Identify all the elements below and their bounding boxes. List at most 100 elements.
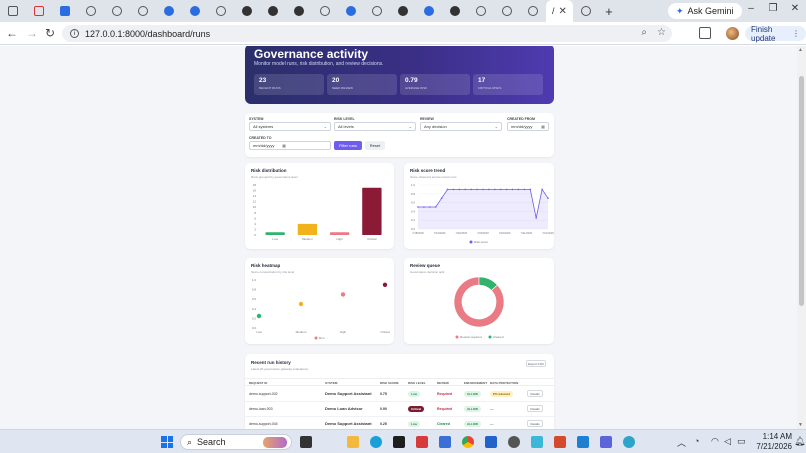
line-point — [423, 206, 425, 208]
finish-update-button[interactable]: Finish update ⋮ — [745, 25, 806, 43]
task-view-icon[interactable] — [300, 436, 312, 448]
app-icon-13[interactable] — [600, 436, 612, 448]
stat-recent-runs: 23 Recent runs — [254, 74, 324, 95]
app-icon-10[interactable] — [531, 436, 543, 448]
battery-icon[interactable]: ▭ — [737, 436, 746, 446]
review-select[interactable]: Any decision ⌄ — [420, 122, 502, 131]
tab-github-icon[interactable] — [390, 0, 416, 22]
shield-app-icon[interactable] — [416, 436, 428, 448]
tab-favicon-18[interactable] — [442, 0, 468, 22]
vscode-icon[interactable] — [577, 436, 589, 448]
system-select[interactable]: All systems ⌄ — [249, 122, 331, 131]
tab-favicon-5[interactable] — [104, 0, 130, 22]
windows-taskbar: ⌕ Search ︿ ◔ ◠ ◁ ▭ 1:14 AM 7/21/2026 🔔︎ — [0, 429, 806, 453]
powerpoint-icon[interactable] — [554, 436, 566, 448]
forward-icon[interactable]: → — [26, 26, 38, 40]
chrome-icon[interactable] — [462, 436, 474, 448]
tab-favicon-8[interactable] — [182, 0, 208, 22]
request-id: demo-support-002 — [249, 392, 278, 396]
tab-favicon-11[interactable] — [260, 0, 286, 22]
table-row[interactable]: demo-support-004 Demo Support Assistant … — [245, 417, 554, 429]
details-button[interactable]: Details — [527, 420, 543, 427]
tab-active[interactable]: / ✕ — [546, 0, 573, 22]
x-tick-label: High — [337, 237, 344, 241]
back-icon[interactable]: ← — [6, 26, 18, 40]
details-button[interactable]: Details — [527, 390, 543, 397]
extensions-icon[interactable] — [699, 27, 711, 39]
x-tick-label: Medium — [296, 330, 307, 334]
tray-app-icon[interactable]: ◔ — [694, 436, 700, 446]
line-point — [505, 188, 508, 191]
tab-favicon-17[interactable] — [416, 0, 442, 22]
line-point — [417, 206, 419, 208]
tab-favicon-20[interactable] — [494, 0, 520, 22]
tab-favicon-23[interactable] — [573, 0, 599, 22]
new-tab-icon[interactable]: + — [605, 3, 613, 19]
edge-icon[interactable] — [370, 436, 382, 448]
tab-favicon-12[interactable] — [286, 0, 312, 22]
zoom-search-icon[interactable]: ⌕ — [641, 27, 648, 38]
recent-runs-title: Recent run history — [251, 360, 291, 365]
close-window-icon[interactable]: ✕ — [790, 3, 800, 14]
tab-favicon-13[interactable] — [312, 0, 338, 22]
tab-favicon-6[interactable] — [130, 0, 156, 22]
tab-favicon-9[interactable] — [208, 0, 234, 22]
filter-runs-button[interactable]: Filter runs — [334, 141, 362, 150]
restore-icon[interactable]: ❐ — [768, 3, 778, 14]
tab-favicon-14[interactable] — [338, 0, 364, 22]
page-scrollbar[interactable]: ▲ ▼ — [797, 46, 806, 429]
tray-chevron-icon[interactable]: ︿ — [677, 438, 687, 448]
scrollbar-thumb[interactable] — [799, 76, 804, 306]
risk-level-select[interactable]: All levels ⌄ — [334, 122, 416, 131]
point-critical — [382, 282, 388, 287]
minimize-icon[interactable]: – — [748, 3, 754, 14]
table-row[interactable]: demo-support-002 Demo Support Assistant … — [245, 387, 554, 402]
details-button[interactable]: Details — [527, 405, 543, 412]
reset-button[interactable]: Reset — [365, 141, 385, 150]
y-tick-label: 8 — [254, 211, 256, 215]
point-high — [340, 292, 346, 297]
x-tick-label: Low — [256, 330, 262, 334]
tab-favicon-7[interactable] — [156, 0, 182, 22]
volume-icon[interactable]: ◁ — [724, 436, 731, 446]
x-tick-label: Critical — [380, 330, 390, 334]
profile-avatar[interactable] — [726, 27, 739, 40]
chatgpt-icon[interactable] — [508, 436, 520, 448]
created-from-input[interactable]: mm/dd/yyyy ▦ — [507, 122, 549, 131]
y-tick-label: 1.0 — [252, 278, 257, 282]
scroll-up-icon[interactable]: ▲ — [798, 47, 803, 53]
app-icon-14[interactable] — [623, 436, 635, 448]
app-icon-6[interactable] — [439, 436, 451, 448]
tab-favicon-4[interactable] — [78, 0, 104, 22]
table-row[interactable]: demo-loan-003 Demo Loan Advisor 0.90 Cri… — [245, 402, 554, 417]
outlook-icon[interactable] — [485, 436, 497, 448]
ask-gemini-button[interactable]: ✦ Ask Gemini — [668, 3, 742, 19]
bar-high — [329, 232, 350, 235]
tab-gmail-icon[interactable] — [26, 0, 52, 22]
scroll-down-icon[interactable]: ▼ — [798, 422, 803, 428]
tab-favicon-19[interactable] — [468, 0, 494, 22]
x-tick-label: 7/21/2026 — [542, 231, 554, 235]
tab-favicon-3[interactable] — [52, 0, 78, 22]
tab-favicon-21[interactable] — [520, 0, 546, 22]
site-info-icon[interactable]: i — [70, 29, 79, 38]
file-explorer-icon[interactable] — [347, 436, 359, 448]
review-status: Required — [437, 392, 453, 396]
tab-close-icon[interactable]: ✕ — [558, 5, 567, 17]
store-icon[interactable] — [393, 436, 405, 448]
taskbar-clock[interactable]: 1:14 AM 7/21/2026 — [752, 432, 792, 452]
wifi-icon[interactable]: ◠ — [711, 436, 719, 446]
export-csv-button[interactable]: Export CSV — [526, 360, 546, 367]
url-bar[interactable]: i 127.0.0.1:8000/dashboard/runs ⌕ ☆ — [62, 25, 672, 42]
tab-favicon-15[interactable] — [364, 0, 390, 22]
reload-icon[interactable]: ↻ — [44, 26, 56, 40]
risk-heatmap-subtitle: Score concentration by risk level — [251, 270, 295, 274]
start-windows-icon[interactable] — [161, 436, 173, 448]
notification-bell-icon[interactable]: 🔔︎ — [794, 436, 806, 446]
bookmark-star-icon[interactable]: ☆ — [657, 27, 666, 38]
tab-favicon-1[interactable] — [0, 0, 26, 22]
taskbar-search[interactable]: ⌕ Search — [180, 434, 292, 450]
created-to-input[interactable]: mm/dd/yyyy ▦ — [249, 141, 331, 150]
tab-favicon-10[interactable] — [234, 0, 260, 22]
risk-level-badge: Critical — [408, 406, 425, 412]
